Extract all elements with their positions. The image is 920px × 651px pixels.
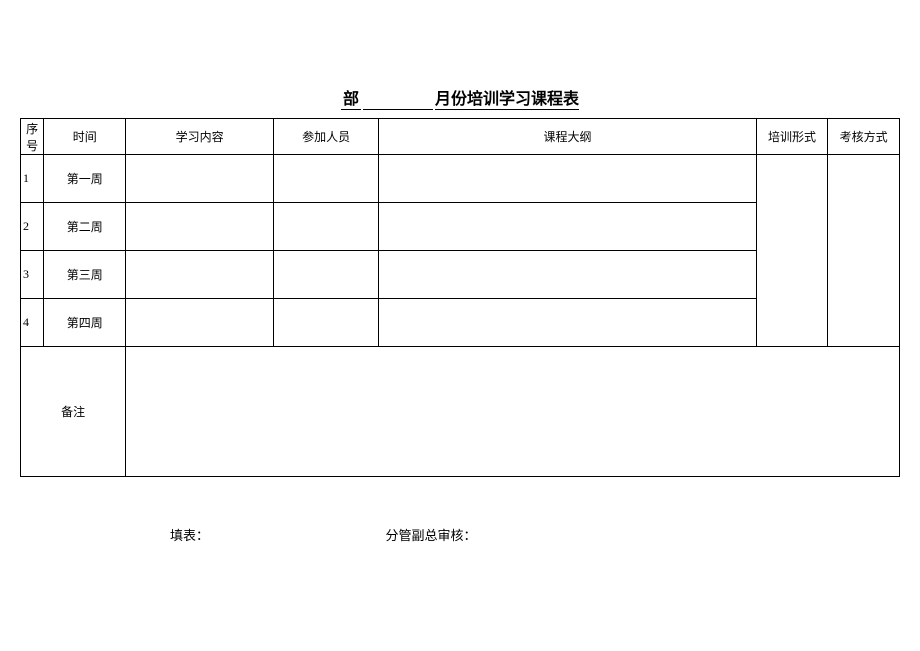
cell-exam-merged — [828, 155, 900, 347]
cell-outline — [379, 299, 756, 347]
cell-time: 第二周 — [44, 203, 126, 251]
cell-participants — [273, 299, 378, 347]
cell-study — [126, 155, 274, 203]
cell-seq: 2 — [21, 203, 44, 251]
title-month-blank — [363, 109, 433, 110]
cell-outline — [379, 203, 756, 251]
header-time: 时间 — [44, 119, 126, 155]
footer: 填表： 分管副总审核： — [20, 525, 900, 544]
footer-fill-label: 填表： — [170, 528, 209, 543]
footer-review-label: 分管副总审核： — [386, 528, 477, 543]
title-dept-suffix: 部 — [341, 85, 361, 110]
cell-outline — [379, 155, 756, 203]
cell-seq: 4 — [21, 299, 44, 347]
header-outline: 课程大纲 — [379, 119, 756, 155]
cell-seq: 3 — [21, 251, 44, 299]
remark-label: 备注 — [21, 347, 126, 477]
header-exam: 考核方式 — [828, 119, 900, 155]
cell-time: 第三周 — [44, 251, 126, 299]
header-participants: 参加人员 — [273, 119, 378, 155]
cell-study — [126, 299, 274, 347]
header-form: 培训形式 — [756, 119, 828, 155]
cell-outline — [379, 251, 756, 299]
table-header-row: 序号 时间 学习内容 参加人员 课程大纲 培训形式 考核方式 — [21, 119, 900, 155]
cell-time: 第一周 — [44, 155, 126, 203]
cell-participants — [273, 155, 378, 203]
cell-study — [126, 251, 274, 299]
cell-time: 第四周 — [44, 299, 126, 347]
cell-seq: 1 — [21, 155, 44, 203]
remark-row: 备注 — [21, 347, 900, 477]
table-row: 1 第一周 — [21, 155, 900, 203]
header-study: 学习内容 — [126, 119, 274, 155]
header-seq: 序号 — [21, 119, 44, 155]
schedule-table: 序号 时间 学习内容 参加人员 课程大纲 培训形式 考核方式 1 第一周 2 第… — [20, 118, 900, 477]
page-title: 部 月份培训学习课程表 — [20, 85, 900, 110]
remark-content — [126, 347, 900, 477]
cell-form-merged — [756, 155, 828, 347]
cell-participants — [273, 203, 378, 251]
cell-study — [126, 203, 274, 251]
title-rest: 月份培训学习课程表 — [435, 91, 579, 110]
cell-participants — [273, 251, 378, 299]
